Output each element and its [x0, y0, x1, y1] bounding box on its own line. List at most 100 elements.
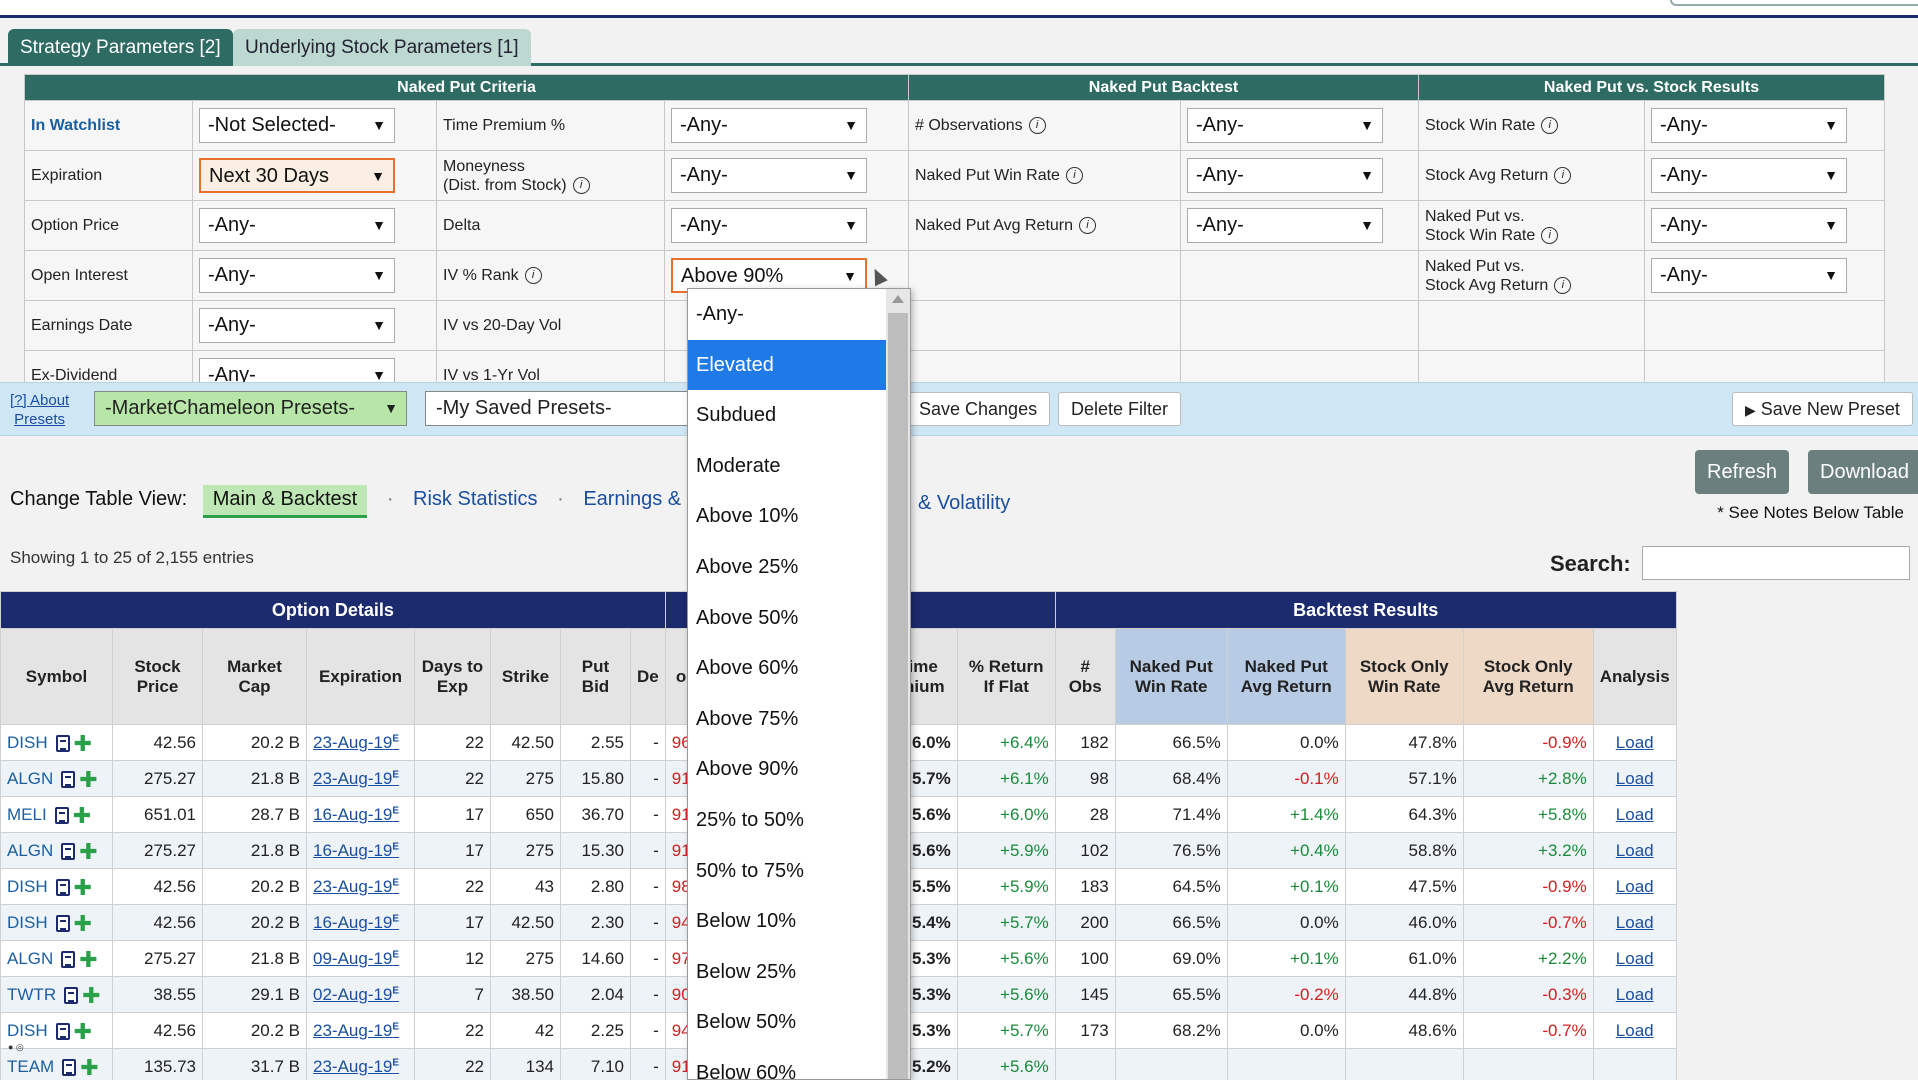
cell-symbol[interactable]: DISH ✚: [0, 904, 113, 941]
column-header[interactable]: Naked Put Win Rate: [1114, 628, 1228, 725]
cell-symbol[interactable]: TEAM ✚: [0, 1048, 113, 1080]
cell-analysis[interactable]: Load: [1592, 940, 1677, 977]
symbol-link[interactable]: DISH: [7, 1020, 48, 1040]
cell-analysis[interactable]: Load: [1592, 904, 1677, 941]
cell-symbol[interactable]: ALGN ✚: [0, 832, 113, 869]
expiration-link[interactable]: 09-Aug-19: [313, 948, 393, 968]
search-input[interactable]: [1642, 546, 1910, 580]
dropdown-option[interactable]: Above 60%: [696, 657, 799, 680]
dropdown-option[interactable]: -Any-: [696, 303, 744, 325]
stock-avg-return-select[interactable]: -Any- ▼: [1651, 158, 1847, 193]
tab-underlying-stock-parameters[interactable]: Underlying Stock Parameters [1]: [233, 29, 531, 66]
marketchameleon-presets-select[interactable]: -MarketChameleon Presets- ▼: [94, 391, 407, 426]
time-premium-select[interactable]: -Any- ▼: [671, 108, 867, 143]
add-watchlist-icon[interactable]: ✚: [73, 874, 93, 900]
moneyness-select[interactable]: -Any- ▼: [671, 158, 867, 193]
scrollbar-thumb[interactable]: [888, 313, 908, 1079]
document-icon[interactable]: [55, 734, 70, 752]
symbol-link[interactable]: ALGN: [7, 948, 54, 968]
info-icon[interactable]: i: [572, 176, 590, 194]
cell-symbol[interactable]: DISH ✚: [0, 724, 113, 761]
dropdown-option[interactable]: Above 90%: [696, 758, 799, 781]
info-icon[interactable]: i: [1079, 216, 1097, 234]
expiration-link[interactable]: 16-Aug-19: [313, 804, 393, 824]
symbol-link[interactable]: DISH: [7, 732, 48, 752]
cell-expiration[interactable]: 23-Aug-19E: [306, 724, 415, 761]
delete-filter-button[interactable]: Delete Filter: [1058, 392, 1182, 426]
info-icon[interactable]: i: [1541, 226, 1559, 244]
expiration-link[interactable]: 16-Aug-19: [313, 912, 393, 932]
info-icon[interactable]: i: [1554, 276, 1572, 294]
column-header[interactable]: Put Bid: [560, 628, 631, 725]
my-saved-presets-select[interactable]: -My Saved Presets-: [425, 391, 695, 426]
document-icon[interactable]: [61, 770, 76, 788]
document-icon[interactable]: [61, 950, 76, 968]
document-icon[interactable]: [55, 878, 70, 896]
scroll-up-icon[interactable]: [892, 295, 904, 303]
column-header[interactable]: # Obs: [1054, 628, 1116, 725]
cell-analysis[interactable]: Load: [1592, 976, 1677, 1013]
dropdown-option[interactable]: Below 10%: [696, 910, 797, 933]
expiration-link[interactable]: 02-Aug-19: [313, 984, 393, 1004]
cell-expiration[interactable]: 23-Aug-19E: [306, 1012, 415, 1049]
dropdown-option[interactable]: 25% to 50%: [696, 808, 804, 831]
column-header[interactable]: Days to Exp: [414, 628, 491, 725]
column-header[interactable]: Stock Only Avg Return: [1462, 628, 1594, 725]
symbol-link[interactable]: ALGN: [7, 768, 54, 788]
cell-analysis[interactable]: Load: [1592, 1012, 1677, 1049]
save-changes-button[interactable]: Save Changes: [906, 392, 1051, 426]
cell-analysis[interactable]: Load: [1592, 796, 1677, 833]
refresh-button[interactable]: Refresh: [1695, 450, 1790, 494]
view-volatility[interactable]: & Volatility: [918, 492, 1011, 514]
cell-expiration[interactable]: 23-Aug-19E: [306, 1048, 415, 1080]
symbol-link[interactable]: DISH: [7, 876, 48, 896]
expiration-link[interactable]: 23-Aug-19: [313, 1056, 393, 1076]
column-header[interactable]: Stock Price: [112, 628, 203, 725]
column-header[interactable]: Expiration: [306, 628, 415, 725]
cell-symbol[interactable]: DISH ✚: [0, 868, 113, 905]
dropdown-option[interactable]: Above 25%: [696, 555, 799, 578]
dropdown-option[interactable]: Below 50%: [696, 1011, 797, 1034]
dropdown-option[interactable]: Below 25%: [696, 960, 797, 983]
cell-analysis[interactable]: Load: [1592, 868, 1677, 905]
info-icon[interactable]: i: [1065, 166, 1083, 184]
column-header[interactable]: Market Cap: [202, 628, 307, 725]
observations-select[interactable]: -Any- ▼: [1187, 108, 1383, 143]
cell-analysis[interactable]: Load: [1592, 724, 1677, 761]
vs-stock-avg-return-select[interactable]: -Any- ▼: [1651, 258, 1847, 293]
symbol-link[interactable]: TWTR: [7, 984, 57, 1004]
cell-expiration[interactable]: 16-Aug-19E: [306, 904, 415, 941]
view-risk-statistics[interactable]: Risk Statistics: [413, 488, 538, 510]
symbol-link[interactable]: TEAM: [7, 1056, 55, 1076]
expiration-link[interactable]: 16-Aug-19: [313, 840, 393, 860]
cell-expiration[interactable]: 09-Aug-19E: [306, 940, 415, 977]
add-watchlist-icon[interactable]: ✚: [73, 1018, 93, 1044]
delta-select[interactable]: -Any- ▼: [671, 208, 867, 243]
dropdown-option[interactable]: 50% to 75%: [696, 859, 804, 882]
document-icon[interactable]: [62, 1058, 77, 1076]
dropdown-option[interactable]: Subdued: [696, 404, 777, 427]
cell-expiration[interactable]: 02-Aug-19E: [306, 976, 415, 1013]
dropdown-option[interactable]: Above 50%: [696, 606, 799, 629]
cell-expiration[interactable]: 16-Aug-19E: [306, 832, 415, 869]
download-button[interactable]: Download: [1808, 450, 1918, 494]
option-price-select[interactable]: -Any- ▼: [199, 208, 395, 243]
info-icon[interactable]: i: [1028, 116, 1046, 134]
cell-analysis[interactable]: Load: [1592, 760, 1677, 797]
stock-win-rate-select[interactable]: -Any- ▼: [1651, 108, 1847, 143]
cell-analysis[interactable]: Load: [1592, 832, 1677, 869]
expiration-link[interactable]: 23-Aug-19: [313, 1020, 393, 1040]
expiration-link[interactable]: 23-Aug-19: [313, 732, 393, 752]
cell-symbol[interactable]: ALGN ✚: [0, 760, 113, 797]
about-presets-link[interactable]: [?] About Presets: [10, 391, 69, 429]
cell-expiration[interactable]: 23-Aug-19E: [306, 760, 415, 797]
add-watchlist-icon[interactable]: ✚: [73, 730, 93, 756]
info-icon[interactable]: i: [1541, 116, 1559, 134]
column-header[interactable]: Symbol: [0, 628, 113, 725]
add-watchlist-icon[interactable]: ✚: [80, 1054, 99, 1080]
cell-analysis[interactable]: [1592, 1048, 1677, 1080]
column-header[interactable]: Naked Put Avg Return: [1226, 628, 1346, 725]
add-watchlist-icon[interactable]: ✚: [79, 946, 98, 972]
document-icon[interactable]: [55, 914, 70, 932]
cell-expiration[interactable]: 16-Aug-19E: [306, 796, 415, 833]
